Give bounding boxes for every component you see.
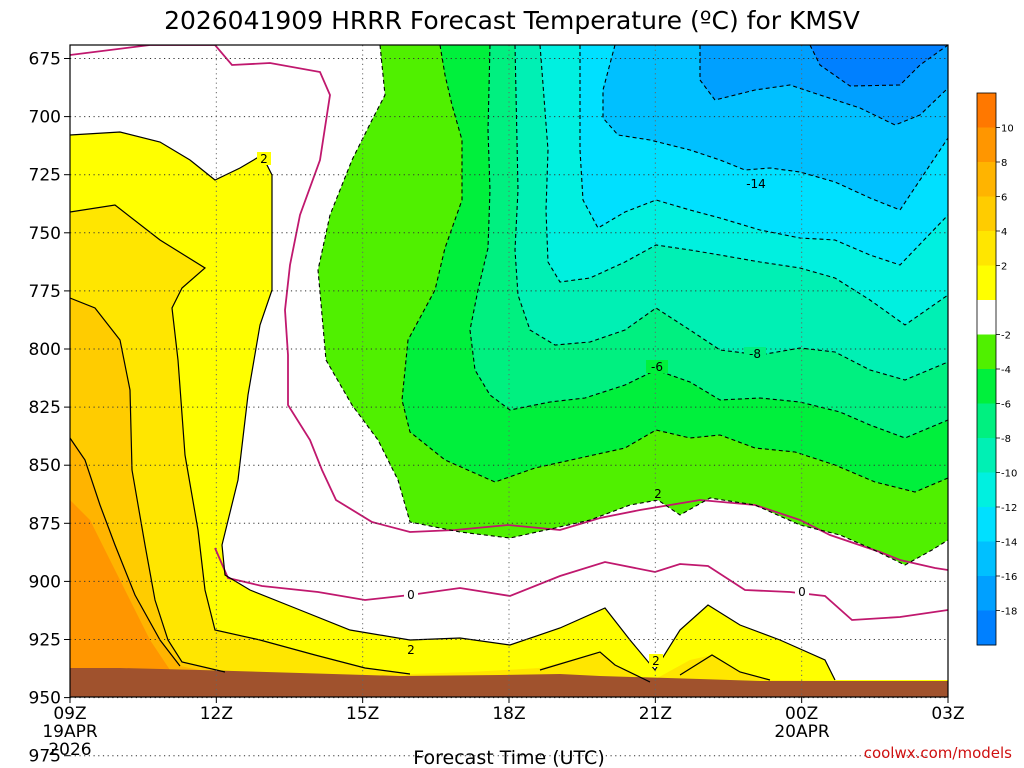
contour-6c-line	[70, 297, 226, 673]
colorbar: 10 8 6 4 2 -2 -4 -6 -8 -10 -12 -14 -16 -18	[976, 92, 1017, 646]
y-axis: 675 700 725 750 775 800 825 850 875 900 925 950 975	[29, 50, 70, 767]
x-tick-label: 03Z	[931, 704, 964, 724]
colorbar-label: 6	[1001, 193, 1007, 204]
contour-4c-line	[70, 204, 411, 675]
contour-label: 0	[407, 588, 415, 602]
colorbar-swatch	[977, 438, 996, 473]
x-tick-label: 21Z	[639, 704, 672, 724]
colorbar-label: -10	[1001, 469, 1017, 480]
contour-2c-line	[70, 131, 836, 681]
colorbar-swatch	[977, 162, 996, 197]
colorbar-swatch	[977, 472, 996, 508]
contour-neg14c-line	[602, 45, 948, 211]
date-label-20apr: 20APR	[774, 722, 830, 742]
y-tick-label: 750	[29, 224, 61, 244]
y-tick-label: 700	[29, 108, 61, 128]
contour-label-group: 2 0 0 2 2 2 -6 -8 -14	[257, 152, 809, 668]
y-tick-label: 825	[29, 398, 61, 418]
x-tick-label: 12Z	[200, 704, 233, 724]
credit-text: coolwx.com/models	[864, 744, 1012, 762]
contour-fills	[70, 45, 948, 697]
colorbar-label: 10	[1001, 124, 1014, 135]
colorbar-swatch	[977, 541, 996, 577]
colorbar-swatch	[977, 196, 996, 232]
colorbar-label: 2	[1001, 262, 1007, 273]
y-tick-label: 675	[29, 50, 61, 70]
colorbar-label: -12	[1001, 503, 1017, 514]
contour-label: 2	[407, 643, 415, 657]
colorbar-label: -8	[1001, 434, 1011, 445]
y-tick-label: 925	[29, 631, 61, 651]
colorbar-label: 8	[1001, 158, 1007, 169]
band-neg18-neg20	[810, 45, 948, 86]
colorbar-label: -6	[1001, 400, 1011, 411]
x-axis-label: Forecast Time (UTC)	[413, 747, 604, 768]
x-tick-label: 00Z	[785, 704, 818, 724]
y-tick-label: 950	[29, 689, 61, 709]
contour-label: 0	[798, 585, 806, 599]
y-tick-label: 800	[29, 340, 61, 360]
contour-neg2c-line	[317, 45, 948, 566]
contour-label: -8	[749, 347, 761, 361]
contour-label: 2	[260, 152, 268, 166]
contour-neg10c-line	[539, 45, 948, 326]
contour-4c-line-b	[539, 651, 771, 683]
x-tick-label: 15Z	[346, 704, 379, 724]
colorbar-swatch	[977, 369, 996, 404]
y-tick-label: 850	[29, 456, 61, 476]
contour-neg18c-line	[809, 45, 948, 87]
colorbar-label: 4	[1001, 227, 1007, 238]
y-tick-label: 725	[29, 166, 61, 186]
date-label-19apr: 19APR	[42, 722, 98, 742]
date-label-2026: 2026	[48, 740, 91, 760]
y-tick-label: 875	[29, 514, 61, 534]
contour-0c-line	[70, 45, 948, 571]
x-tick-label: 18Z	[492, 704, 525, 724]
colorbar-label: -18	[1001, 607, 1017, 618]
colorbar-label: -16	[1001, 572, 1017, 583]
colorbar-label: -4	[1001, 365, 1011, 376]
y-tick-label: 775	[29, 282, 61, 302]
contour-neg8c-line	[514, 45, 948, 381]
colorbar-swatch	[977, 576, 996, 611]
chart-title: 2026041909 HRRR Forecast Temperature (ºC…	[164, 6, 860, 35]
contour-label: 2	[654, 487, 662, 501]
colorbar-swatch	[977, 403, 996, 439]
colorbar-swatch	[977, 127, 996, 163]
contour-label: -14	[746, 177, 766, 191]
colorbar-label: -14	[1001, 538, 1017, 549]
contour-neg16c-line	[699, 45, 948, 126]
contour-label: 2	[652, 654, 660, 668]
x-axis: 09Z 12Z 15Z 18Z 21Z 00Z 03Z	[53, 697, 965, 724]
colorbar-swatch	[977, 610, 996, 646]
colorbar-swatch	[977, 93, 996, 128]
colorbar-swatch	[977, 507, 996, 542]
contour-neg12c-line	[579, 45, 948, 266]
colorbar-swatch	[977, 265, 996, 301]
colorbar-swatch	[977, 231, 996, 266]
ground-fill	[70, 668, 948, 697]
colorbar-swatch	[977, 334, 996, 370]
contour-0c-line-lower	[214, 547, 948, 621]
contour-label: -6	[651, 360, 663, 374]
colorbar-label: -2	[1001, 331, 1011, 342]
y-tick-label: 900	[29, 572, 61, 592]
y-tick-label: 975	[29, 747, 61, 767]
contour-neg6c-line	[469, 45, 948, 439]
x-tick-label: 09Z	[53, 704, 86, 724]
colorbar-swatch	[977, 300, 996, 335]
